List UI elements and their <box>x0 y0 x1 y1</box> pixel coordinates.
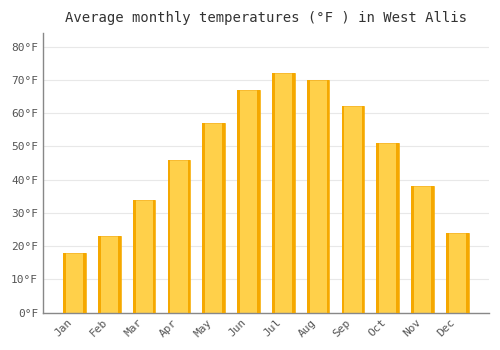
Bar <box>431 186 434 313</box>
Bar <box>411 186 414 313</box>
Bar <box>237 90 240 313</box>
Bar <box>292 73 294 313</box>
Bar <box>307 80 310 313</box>
Bar <box>342 106 364 313</box>
Bar <box>168 160 170 313</box>
Bar <box>222 123 225 313</box>
Bar <box>376 143 399 313</box>
Bar <box>466 233 468 313</box>
Bar <box>237 90 260 313</box>
Bar <box>133 199 156 313</box>
Bar <box>202 123 225 313</box>
Bar <box>83 253 86 313</box>
Bar <box>188 160 190 313</box>
Title: Average monthly temperatures (°F ) in West Allis: Average monthly temperatures (°F ) in We… <box>65 11 467 25</box>
Bar <box>152 199 156 313</box>
Bar <box>376 143 379 313</box>
Bar <box>396 143 399 313</box>
Bar <box>168 160 190 313</box>
Bar <box>202 123 205 313</box>
Bar <box>98 236 120 313</box>
Bar <box>63 253 66 313</box>
Bar <box>118 236 120 313</box>
Bar <box>446 233 448 313</box>
Bar <box>362 106 364 313</box>
Bar <box>411 186 434 313</box>
Bar <box>272 73 274 313</box>
Bar <box>342 106 344 313</box>
Bar <box>63 253 86 313</box>
Bar <box>272 73 294 313</box>
Bar <box>98 236 101 313</box>
Bar <box>307 80 330 313</box>
Bar <box>326 80 330 313</box>
Bar <box>257 90 260 313</box>
Bar <box>446 233 468 313</box>
Bar <box>133 199 136 313</box>
